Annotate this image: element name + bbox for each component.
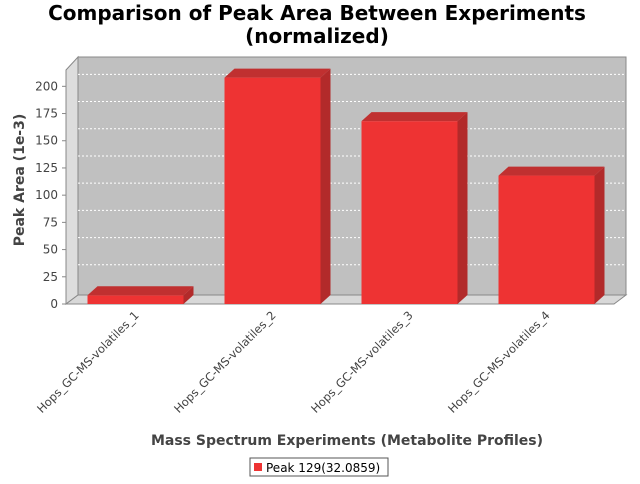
bar: [87, 295, 184, 304]
bar: [498, 175, 595, 304]
bars-group: [87, 68, 605, 304]
bar-side: [457, 112, 468, 304]
bar: [361, 121, 458, 304]
y-tick-label: 0: [50, 297, 58, 311]
y-tick-label: 175: [35, 107, 58, 121]
legend: Peak 129(32.0859): [249, 457, 389, 477]
plot-left-wall: [65, 55, 79, 305]
y-tick-label: 75: [43, 215, 58, 229]
chart-title-line1: Comparison of Peak Area Between Experime…: [48, 1, 586, 25]
legend-label: Peak 129(32.0859): [266, 461, 380, 475]
legend-box: [249, 457, 389, 477]
x-axis-label: Mass Spectrum Experiments (Metabolite Pr…: [151, 433, 543, 449]
y-axis-label: Peak Area (1e-3): [12, 114, 28, 247]
y-tick-label: 200: [35, 79, 58, 93]
y-tick-label: 125: [35, 161, 58, 175]
bar-top: [87, 286, 194, 296]
x-tick-label: Hops_GC-MS-volatiles_1: [34, 308, 141, 415]
x-tick-label: Hops_GC-MS-volatiles_3: [308, 308, 415, 415]
y-tick-label: 25: [43, 270, 58, 284]
bar-side: [320, 68, 331, 304]
x-tick-label: Hops_GC-MS-volatiles_2: [171, 308, 278, 415]
bar-side: [594, 166, 605, 304]
legend-swatch: [254, 463, 262, 471]
bar-top: [361, 112, 468, 122]
x-tick-label: Hops_GC-MS-volatiles_4: [445, 308, 552, 415]
y-tick-label: 150: [35, 134, 58, 148]
bar-top: [224, 68, 331, 78]
y-tick-label: 100: [35, 188, 58, 202]
y-axis: 0 25 50 75 100 125 150 175 200: [35, 70, 67, 311]
y-tick-label: 50: [43, 243, 58, 257]
bar-top: [498, 166, 605, 176]
bar-side: [183, 286, 194, 304]
chart-title-line2: (normalized): [245, 24, 389, 48]
bar: [224, 77, 321, 304]
x-axis: Hops_GC-MS-volatiles_1 Hops_GC-MS-volatil…: [34, 308, 552, 415]
